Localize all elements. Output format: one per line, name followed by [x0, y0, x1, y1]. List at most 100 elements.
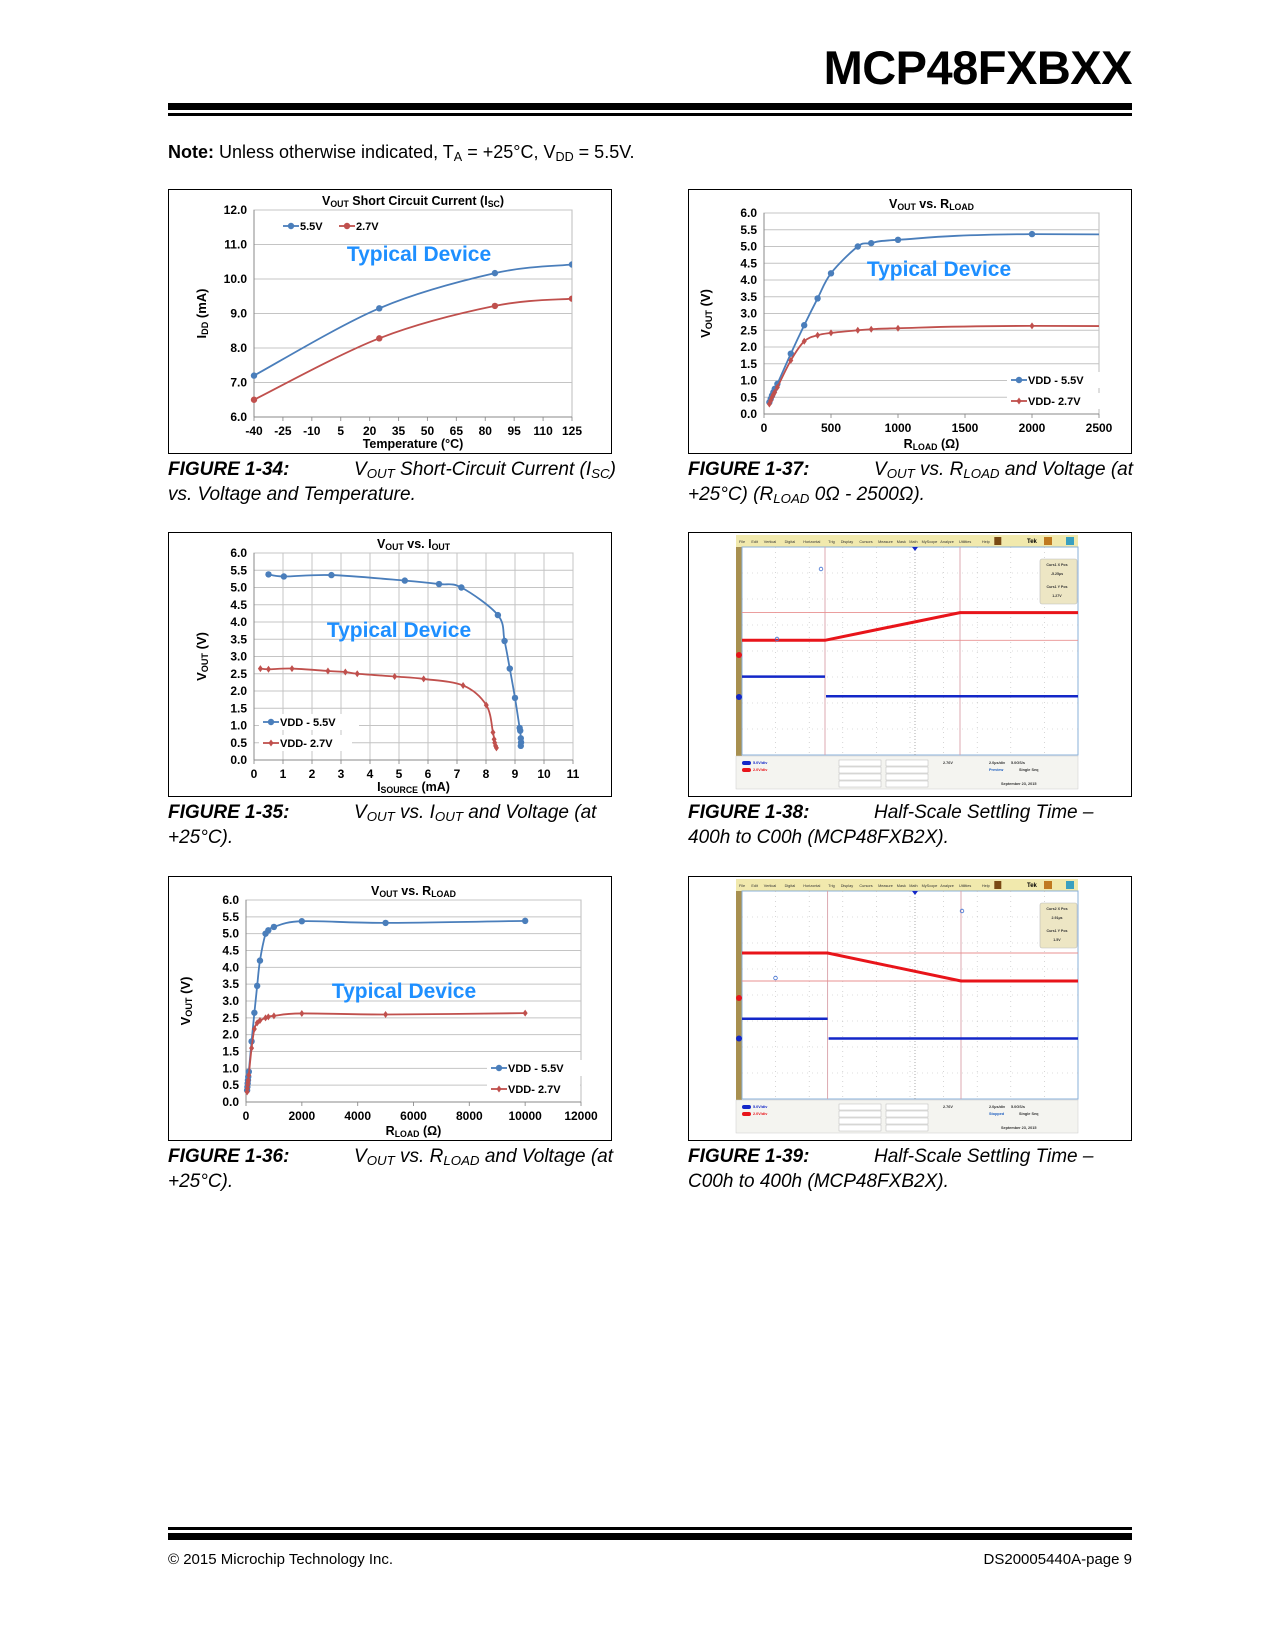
caption-label: FIGURE 1-39:	[688, 1146, 810, 1167]
scope-readout-text: 2.0µs/div	[989, 1105, 1006, 1109]
caption-figure-1-36: FIGURE 1-36: VOUT vs. RLOAD and Voltage (…	[168, 1144, 618, 1194]
scope-readout-text: Stopped	[989, 1112, 1005, 1116]
measurement-box	[885, 1124, 929, 1132]
scope-menu-bar	[736, 535, 1078, 547]
data-point	[855, 326, 861, 334]
scope-readout-text: September 23, 2015	[1001, 1126, 1036, 1130]
data-point	[770, 391, 776, 399]
scope-readout-text: 2.0V/div	[753, 768, 768, 772]
dac-output-trace	[742, 611, 1078, 642]
data-point	[815, 331, 821, 339]
data-point	[280, 573, 288, 580]
chart-title: VOUT vs. RLOAD	[889, 197, 974, 212]
y-tick-label: 0.5	[740, 390, 757, 404]
caption-figure-1-37: FIGURE 1-37: VOUT vs. RLOAD and Voltage (…	[688, 457, 1138, 507]
y-tick-label: 0.5	[230, 736, 247, 750]
scope-readout-text: 5.0V/div	[753, 761, 768, 765]
scope-readout-text: 5.0GS/s	[1011, 1105, 1025, 1109]
scope-menu-item: Cursors	[859, 540, 872, 544]
data-point	[250, 396, 258, 403]
x-tick-label: 65	[450, 424, 464, 438]
data-point	[483, 701, 489, 709]
measurement-box	[885, 1117, 929, 1125]
y-tick-label: 11.0	[224, 238, 247, 252]
data-point	[246, 1071, 252, 1079]
chart-title: VOUT vs. RLOAD	[371, 884, 456, 899]
scope-menu-item: Display	[841, 540, 854, 544]
data-point	[568, 295, 572, 302]
y-tick-label: 1.0	[222, 1061, 239, 1075]
data-point	[814, 295, 821, 302]
legend-bg	[1007, 393, 1100, 409]
caption-label: FIGURE 1-38:	[688, 802, 810, 823]
y-tick-label: 3.0	[230, 650, 247, 664]
legend-label: 5.5V	[300, 221, 323, 233]
scope-readout-text: 2.76V	[943, 1105, 953, 1109]
data-point	[787, 350, 794, 357]
data-point	[854, 243, 861, 250]
y-tick-label: 5.0	[230, 581, 247, 595]
scope-readout-text: 2.0V/div	[753, 1112, 768, 1116]
data-point	[788, 356, 794, 364]
channel-2-badge	[742, 768, 751, 772]
measurement-box	[885, 1103, 929, 1111]
scope-readout-text: 2.0µs/div	[989, 761, 1006, 765]
measurement-box	[885, 766, 929, 774]
scope-menu-item: Measure	[878, 540, 893, 544]
scope-menu-bar	[736, 879, 1078, 891]
scope-menu-item: File	[739, 540, 745, 544]
data-point	[257, 1017, 263, 1025]
x-tick-label: 2	[309, 767, 316, 781]
legend-bg	[1007, 372, 1107, 388]
data-point	[774, 383, 780, 391]
note-text: Unless otherwise indicated, TA = +25°C, …	[214, 142, 635, 164]
y-tick-label: 2.5	[222, 1011, 239, 1025]
y-tick-label: 6.0	[230, 410, 247, 424]
caption-label: FIGURE 1-37:	[688, 459, 810, 480]
x-tick-label: 110	[533, 424, 553, 438]
data-point	[265, 1013, 271, 1021]
scope-menu-item: Edit	[751, 884, 758, 888]
data-point	[1028, 230, 1036, 238]
legend-label: VDD- 2.7V	[280, 738, 333, 750]
y-tick-label: 4.0	[222, 960, 239, 974]
channel-1-ground-marker	[736, 1035, 742, 1042]
oscilloscope-capture-falling: File Edit Vertical Digital Horizontal Trig Dis…	[735, 879, 1079, 1134]
x-axis-title: RLOAD (Ω)	[386, 1124, 442, 1139]
x-tick-label: 4000	[344, 1109, 371, 1123]
data-point	[325, 667, 331, 675]
data-point	[383, 1010, 389, 1018]
figure-1-37-chart: 0.0 0.5 1.0 1.5 2.0 2.5 3.0 3.5 4.0 4.5 5.0 5.5 6.0 0…	[688, 189, 1132, 454]
data-point	[460, 681, 466, 689]
y-tick-label: 2.0	[740, 340, 757, 354]
series-vdd-2-7v	[766, 322, 1099, 408]
y-tick-label: 10.0	[224, 272, 248, 286]
data-point	[265, 927, 272, 934]
cursor-marker	[774, 636, 780, 642]
data-point	[768, 397, 774, 405]
typical-device-annotation: Typical Device	[347, 243, 491, 266]
y-tick-label: 0.5	[222, 1078, 239, 1092]
data-point	[458, 584, 465, 591]
data-point	[828, 329, 834, 337]
data-point	[506, 665, 513, 672]
caption-text: VOUT vs. RLOAD and Voltage (at +25°C) (R…	[688, 459, 1133, 506]
y-tick-label: 6.0	[222, 893, 239, 907]
scope-readout-text: September 23, 2015	[1001, 782, 1036, 786]
scope-menu-item: Horizontal	[803, 884, 820, 888]
caption-text: VOUT vs. RLOAD and Voltage (at +25°C).	[168, 1146, 613, 1192]
y-tick-label: 2.0	[222, 1028, 239, 1042]
x-tick-label: 9	[512, 767, 519, 781]
caption-text: Half-Scale Settling Time – C00h to 400h …	[688, 1146, 1094, 1192]
scope-readout-text: 5.0V/div	[753, 1105, 768, 1109]
y-tick-label: 5.0	[222, 927, 239, 941]
data-point	[376, 335, 383, 342]
data-point	[517, 742, 524, 750]
legend-marker	[495, 1064, 503, 1072]
data-point	[401, 577, 408, 584]
y-axis-title: VOUT (V)	[178, 977, 194, 1026]
cursor-readout-text: Curs1 Y Pos	[1046, 585, 1067, 589]
legend-marker	[1016, 397, 1022, 405]
x-tick-label: 12000	[564, 1109, 598, 1123]
scope-menu-item: Math	[909, 540, 917, 544]
